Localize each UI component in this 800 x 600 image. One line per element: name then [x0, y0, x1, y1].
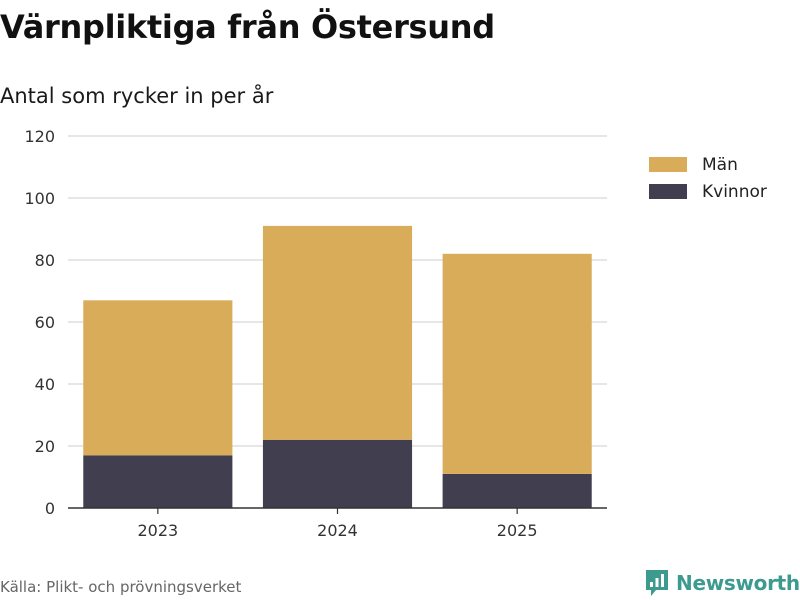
legend: Män Kvinnor — [649, 155, 767, 202]
legend-swatch-män — [649, 157, 687, 172]
bar-män-2025 — [442, 253, 592, 474]
y-tick-label: 0 — [45, 499, 55, 518]
bar-män-2023 — [83, 300, 233, 456]
newsworthy-logo-icon — [646, 570, 668, 596]
x-tick-label: 2024 — [317, 521, 358, 540]
bars — [83, 225, 592, 508]
bar-kvinnor-2025 — [442, 473, 592, 508]
x-tick-label: 2025 — [497, 521, 538, 540]
y-tick-label: 80 — [35, 251, 55, 270]
y-tick-label: 100 — [24, 189, 55, 208]
source-note: Källa: Plikt- och prövningsverket — [0, 578, 242, 596]
axes: 0 20 40 60 80 100 120 2023 2024 2025 — [24, 127, 607, 540]
y-tick-label: 60 — [35, 313, 55, 332]
bar-kvinnor-2024 — [262, 439, 413, 508]
bar-män-2024 — [262, 225, 413, 440]
legend-swatch-kvinnor — [649, 184, 687, 199]
legend-label-kvinnor: Kvinnor — [702, 182, 767, 202]
chart-title: Värnpliktiga från Östersund — [0, 8, 495, 46]
chart-subtitle: Antal som rycker in per år — [0, 84, 274, 108]
y-tick-label: 120 — [24, 127, 55, 146]
y-tick-label: 40 — [35, 375, 55, 394]
bar-kvinnor-2023 — [83, 455, 233, 508]
legend-label-män: Män — [702, 155, 738, 175]
y-tick-label: 20 — [35, 437, 55, 456]
brand: Newsworthy — [644, 568, 800, 598]
x-tick-label: 2023 — [137, 521, 178, 540]
brand-name: Newsworthy — [676, 571, 800, 595]
